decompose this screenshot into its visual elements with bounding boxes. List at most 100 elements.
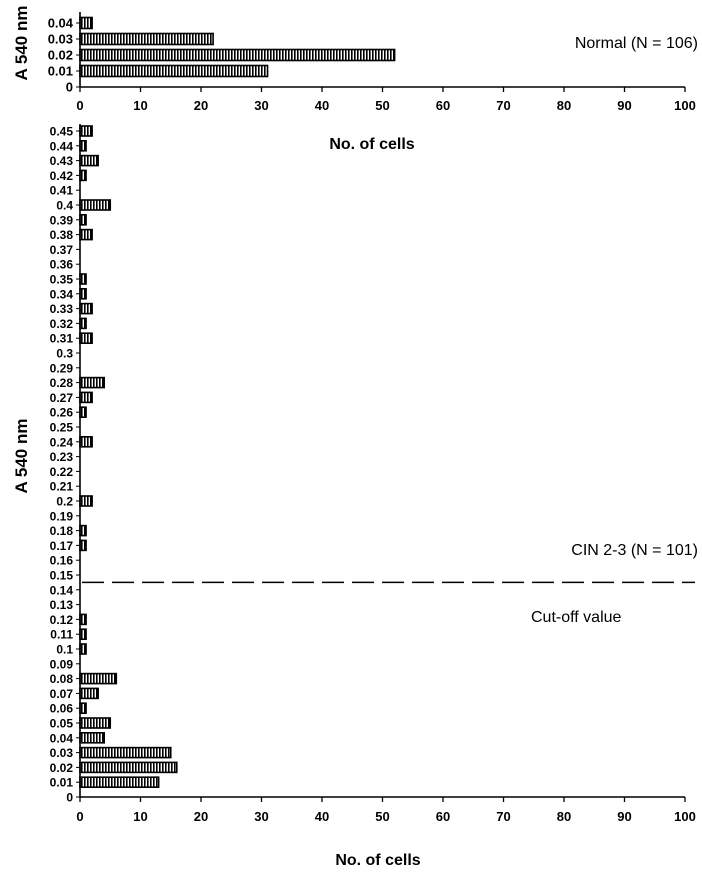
y-tick-label: 0.29: [50, 361, 74, 375]
bar: [79, 776, 160, 789]
bar: [79, 376, 106, 389]
bar: [79, 717, 112, 729]
top-y-axis-label: A 540 nm: [12, 6, 31, 81]
bar: [79, 199, 112, 211]
bar: [79, 746, 172, 759]
y-tick-label: 0.19: [50, 509, 74, 523]
x-tick-label: 50: [375, 809, 389, 824]
bar: [79, 613, 87, 626]
y-tick-label: 0: [66, 80, 73, 95]
y-tick-label: 0.32: [50, 317, 74, 331]
y-tick-label: 0.21: [50, 480, 74, 494]
bar: [79, 672, 118, 685]
top-x-axis-label: No. of cells: [329, 136, 414, 153]
y-tick-label: 0.28: [50, 376, 74, 390]
y-tick-label: 0: [66, 791, 73, 805]
y-tick-label: 0.3: [56, 347, 73, 361]
x-tick-label: 10: [133, 809, 147, 824]
y-tick-label: 0.4: [56, 199, 73, 213]
y-tick-label: 0.36: [50, 258, 74, 272]
y-tick-label: 0.31: [50, 332, 74, 346]
x-tick-label: 90: [617, 809, 631, 824]
y-tick-label: 0.23: [50, 450, 74, 464]
bar: [79, 302, 93, 315]
bar: [79, 32, 214, 46]
bottom-bars: [79, 125, 178, 789]
x-tick-label: 20: [194, 98, 208, 113]
bar: [79, 214, 87, 226]
y-tick-label: 0.35: [50, 273, 74, 287]
bar: [79, 702, 87, 715]
y-tick-label: 0.24: [50, 435, 74, 449]
y-tick-label: 0.2: [56, 495, 73, 509]
y-tick-label: 0.04: [50, 731, 74, 745]
y-tick-label: 0.11: [50, 628, 73, 642]
y-tick-label: 0.07: [50, 687, 74, 701]
y-tick-label: 0.34: [50, 287, 74, 301]
y-tick-label: 0.01: [50, 776, 74, 790]
y-tick-label: 0.1: [56, 643, 73, 657]
y-tick-label: 0.03: [48, 32, 73, 47]
bar: [79, 628, 87, 641]
bar: [79, 731, 106, 744]
bar: [79, 391, 93, 404]
x-tick-label: 90: [617, 98, 631, 113]
y-tick-label: 0.06: [50, 702, 74, 716]
bar: [79, 287, 87, 300]
bar: [79, 64, 269, 78]
y-tick-label: 0.44: [50, 139, 74, 153]
y-tick-label: 0.38: [50, 228, 74, 242]
cutoff-label: Cut-off value: [531, 609, 622, 626]
cin-annotation: CIN 2-3 (N = 101): [571, 542, 698, 559]
x-tick-label: 70: [496, 98, 510, 113]
bar: [79, 539, 87, 552]
bar: [79, 761, 178, 774]
y-tick-label: 0.25: [50, 421, 74, 435]
y-tick-label: 0.09: [50, 657, 74, 671]
normal-annotation: Normal (N = 106): [575, 35, 698, 52]
y-tick-label: 0.04: [48, 16, 74, 31]
bar: [79, 16, 93, 30]
bar: [79, 140, 87, 152]
bar: [79, 228, 93, 241]
x-tick-label: 80: [557, 809, 571, 824]
y-tick-label: 0.41: [50, 184, 74, 198]
bottom-axes: [76, 124, 686, 802]
y-tick-label: 0.16: [50, 554, 74, 568]
bar: [79, 687, 99, 700]
x-tick-label: 50: [375, 98, 389, 113]
y-tick-label: 0.37: [50, 243, 74, 257]
bar: [79, 125, 93, 137]
y-tick-label: 0.17: [50, 539, 74, 553]
x-tick-label: 30: [254, 809, 268, 824]
x-tick-label: 10: [133, 98, 147, 113]
bar: [79, 154, 99, 167]
y-tick-label: 0.43: [50, 154, 74, 168]
bar: [79, 169, 87, 182]
x-tick-label: 100: [674, 98, 696, 113]
bar: [79, 48, 396, 62]
bar: [79, 524, 87, 537]
x-tick-label: 0: [76, 98, 83, 113]
y-tick-label: 0.33: [50, 302, 74, 316]
y-tick-label: 0.26: [50, 406, 74, 420]
y-tick-label: 0.42: [50, 169, 74, 183]
y-tick-label: 0.27: [50, 391, 74, 405]
y-tick-label: 0.39: [50, 213, 74, 227]
y-tick-label: 0.01: [48, 64, 73, 79]
y-tick-label: 0.45: [50, 125, 74, 139]
bar: [79, 406, 87, 419]
y-tick-label: 0.13: [50, 598, 74, 612]
top-bars: [79, 16, 396, 78]
y-tick-label: 0.18: [50, 524, 74, 538]
y-tick-label: 0.08: [50, 672, 74, 686]
bar: [79, 495, 93, 507]
bar: [79, 435, 93, 448]
x-tick-label: 40: [315, 809, 329, 824]
x-tick-label: 0: [76, 809, 83, 824]
y-tick-label: 0.15: [50, 569, 74, 583]
x-tick-label: 40: [315, 98, 329, 113]
top-axes: [76, 12, 686, 92]
bar: [79, 273, 87, 285]
